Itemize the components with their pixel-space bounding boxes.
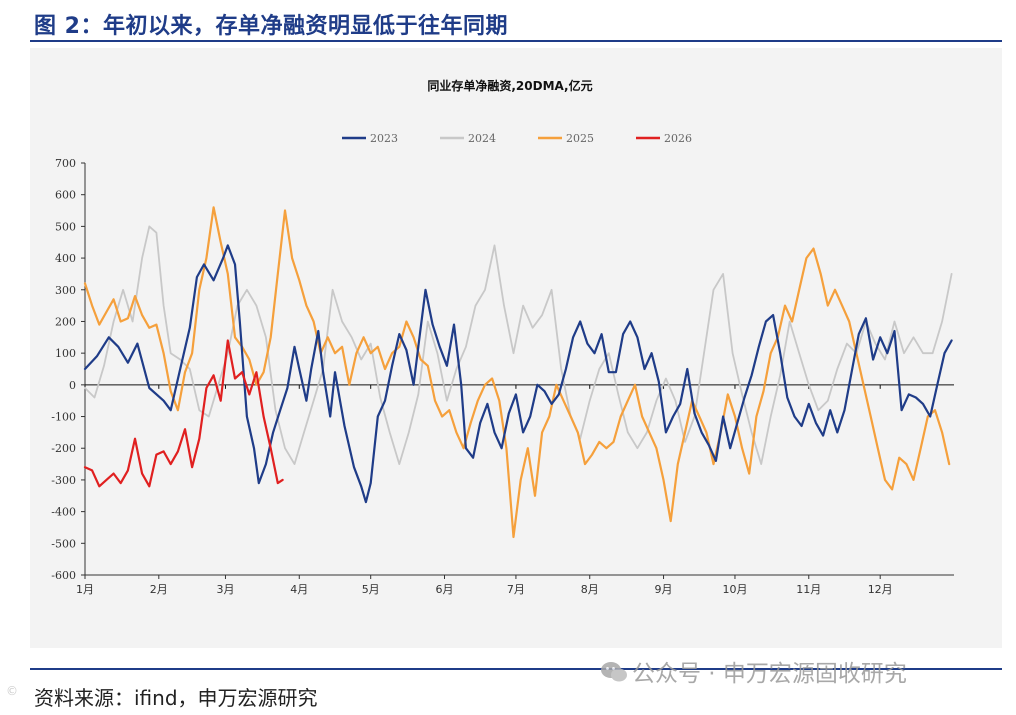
axes: 700 600 500 400 300 200 100 0 -100 -200 -300 -400 -5…: [51, 157, 954, 596]
legend-label-2026: 2026: [664, 132, 692, 145]
wechat-icon: [600, 660, 628, 690]
legend: 2023 2024 2025 2026: [342, 132, 692, 145]
x-tick-label: 8月: [581, 583, 599, 596]
series-line-2023: [83, 244, 953, 504]
x-tick-label: 10月: [722, 583, 747, 596]
x-tick-label: 5月: [362, 583, 380, 596]
corner-mark: ©: [6, 684, 18, 698]
watermark: 公众号 · 申万宏源固收研究: [600, 654, 907, 690]
y-tick-label: -100: [51, 411, 76, 424]
x-tick-label: 9月: [655, 583, 673, 596]
x-tick-label: 4月: [290, 583, 308, 596]
x-tick-label: 7月: [507, 583, 525, 596]
y-tick-label: 400: [55, 252, 76, 265]
y-tick-label: -300: [51, 474, 76, 487]
legend-label-2024: 2024: [468, 132, 496, 145]
x-tick-label: 1月: [76, 583, 94, 596]
x-tick-label: 12月: [868, 583, 893, 596]
x-tick-label: 11月: [796, 583, 821, 596]
legend-label-2023: 2023: [370, 132, 398, 145]
y-tick-label: -600: [51, 569, 76, 582]
y-tick-label: 600: [55, 189, 76, 202]
series-line-2025: [83, 206, 951, 539]
series-layer: [83, 206, 953, 539]
y-tick-label: 0: [69, 379, 76, 392]
y-tick-label: 200: [55, 315, 76, 328]
legend-label-2025: 2025: [566, 132, 594, 145]
x-tick-label: 6月: [436, 583, 454, 596]
y-tick-label: 100: [55, 347, 76, 360]
series-line-2026: [83, 339, 284, 488]
y-tick-label: 300: [55, 284, 76, 297]
chart-title: 同业存单净融资,20DMA,亿元: [427, 78, 592, 93]
source-note: 资料来源：ifind，申万宏源研究: [34, 686, 318, 710]
series-line-2024: [84, 225, 953, 465]
watermark-text: 公众号 · 申万宏源固收研究: [632, 661, 907, 687]
y-tick-label: -200: [51, 442, 76, 455]
footer-divider: [30, 668, 1002, 670]
y-tick-label: -500: [51, 537, 76, 550]
x-tick-label: 2月: [150, 583, 168, 596]
y-tick-label: 700: [55, 157, 76, 170]
chart: 同业存单净融资,20DMA,亿元 2023 2024 2025 2026 700 600…: [51, 78, 954, 596]
y-tick-label: -400: [51, 506, 76, 519]
x-tick-label: 3月: [216, 583, 234, 596]
title-divider: [30, 40, 1002, 42]
chart-panel: 同业存单净融资,20DMA,亿元 2023 2024 2025 2026 700 600…: [30, 48, 1002, 648]
y-tick-label: 500: [55, 220, 76, 233]
figure-title: 图 2：年初以来，存单净融资明显低于往年同期: [34, 14, 508, 39]
